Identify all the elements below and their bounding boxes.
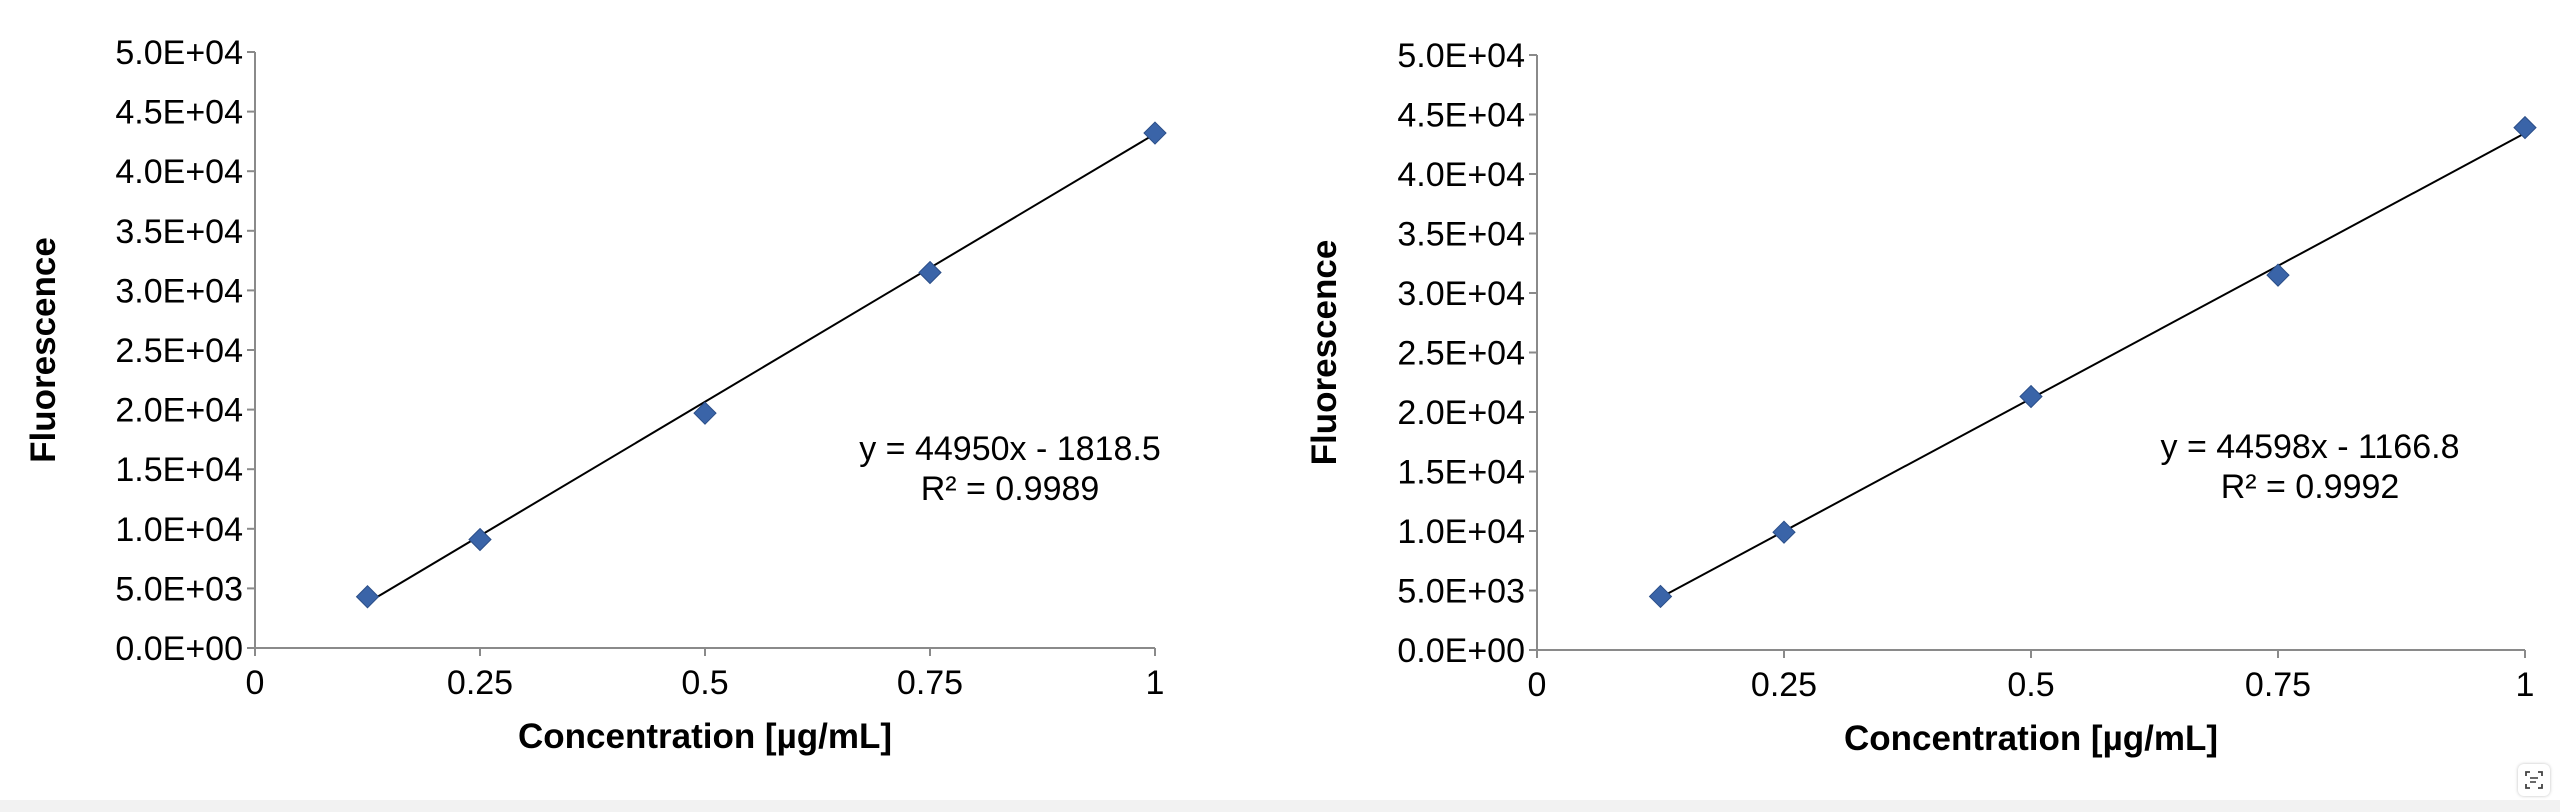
r-squared-label: R² = 0.9989 [921, 470, 1100, 508]
y-tick-label: 1.0E+04 [1397, 513, 1525, 551]
y-tick-label: 3.5E+04 [115, 213, 243, 251]
x-axis-title: Concentration [µg/mL] [518, 717, 892, 756]
data-point [2019, 384, 2043, 409]
y-tick-label: 2.0E+04 [1397, 394, 1525, 432]
x-tick-label: 0 [1528, 666, 1547, 704]
x-tick-label: 0.75 [897, 664, 963, 702]
trendline [366, 133, 1156, 604]
y-tick-label: 0.0E+00 [1397, 632, 1525, 670]
bottom-bar [0, 800, 2560, 812]
x-tick-label: 0 [246, 664, 265, 702]
y-tick-label: 3.0E+04 [1397, 275, 1525, 313]
trendline [1660, 132, 2526, 599]
y-tick-label: 5.0E+04 [115, 34, 243, 72]
y-tick-label: 4.0E+04 [1397, 156, 1525, 194]
y-tick-label: 5.0E+04 [1397, 37, 1525, 75]
x-tick-label: 0.25 [447, 664, 513, 702]
data-point [2266, 263, 2290, 287]
chart-1: 0.0E+00 5.0E+03 1.0E+04 1.5E+04 2.0E+04 2.5E+… [24, 34, 1167, 756]
x-tick-label: 1 [1146, 664, 1165, 702]
data-point [1143, 121, 1167, 145]
r-squared-label: R² = 0.9992 [2221, 468, 2400, 506]
x-tick-label: 1 [2516, 666, 2535, 704]
y-tick-label: 1.5E+04 [115, 451, 243, 489]
data-point [355, 585, 380, 609]
data-point [918, 260, 942, 285]
data-point [1648, 584, 1673, 609]
data-point [2513, 115, 2537, 140]
trendline-equation: y = 44598x - 1166.8 [2161, 428, 2460, 466]
x-tick-label: 0.25 [1751, 666, 1817, 704]
y-tick-label: 4.5E+04 [1397, 97, 1525, 135]
data-point [693, 401, 717, 425]
x-tick-label: 0.5 [2007, 666, 2054, 704]
y-tick-label: 0.0E+00 [115, 630, 243, 668]
scan-text-icon [2525, 771, 2543, 789]
y-tick-label: 3.5E+04 [1397, 216, 1525, 254]
y-tick-label: 2.5E+04 [1397, 335, 1525, 373]
y-tick-label: 4.5E+04 [115, 94, 243, 132]
y-tick-label: 1.5E+04 [1397, 454, 1525, 492]
x-tick-label: 0.75 [2245, 666, 2311, 704]
trendline-equation: y = 44950x - 1818.5 [859, 430, 1161, 468]
y-axis-title: Fluorescence [24, 237, 63, 463]
x-axis-title: Concentration [µg/mL] [1844, 719, 2218, 758]
scan-text-button[interactable] [2518, 764, 2550, 796]
y-tick-label: 2.0E+04 [115, 392, 243, 430]
y-tick-label: 3.0E+04 [115, 272, 243, 310]
y-tick-label: 2.5E+04 [115, 332, 243, 370]
y-axis-title: Fluorescence [1305, 240, 1344, 466]
y-tick-label: 5.0E+03 [115, 570, 243, 608]
y-tick-label: 4.0E+04 [115, 153, 243, 191]
data-point [1772, 520, 1796, 544]
y-tick-label: 1.0E+04 [115, 511, 243, 549]
x-tick-label: 0.5 [681, 664, 728, 702]
chart-2: 0.0E+00 5.0E+03 1.0E+04 1.5E+04 2.0E+04 2.5E+… [1305, 37, 2537, 758]
y-tick-label: 5.0E+03 [1397, 573, 1525, 611]
data-point [468, 527, 492, 552]
